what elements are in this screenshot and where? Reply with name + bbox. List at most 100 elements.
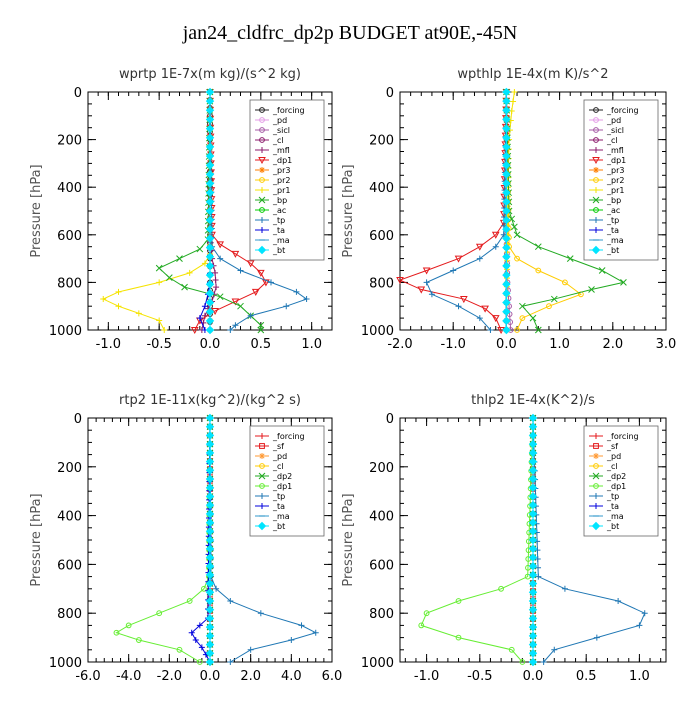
series-marker bbox=[620, 279, 627, 286]
series-marker bbox=[534, 555, 541, 562]
x-tick-label: -0.5 bbox=[146, 337, 171, 352]
data-series bbox=[423, 89, 510, 333]
y-tick-label: 200 bbox=[57, 134, 82, 149]
y-tick-label: 1000 bbox=[49, 656, 82, 671]
series-marker bbox=[100, 296, 107, 303]
data-series bbox=[396, 89, 511, 335]
series-marker bbox=[502, 261, 511, 271]
legend-marker bbox=[593, 483, 599, 489]
series-marker bbox=[502, 206, 511, 216]
legend-marker bbox=[593, 107, 599, 113]
series-marker bbox=[205, 298, 215, 307]
series-marker bbox=[312, 629, 319, 636]
series-marker bbox=[205, 422, 215, 431]
series-marker bbox=[502, 87, 511, 97]
y-tick-label: 0 bbox=[74, 412, 82, 427]
series-marker bbox=[205, 518, 215, 527]
series-marker bbox=[511, 223, 518, 231]
legend-label: _pr2 bbox=[606, 176, 624, 185]
legend-marker bbox=[593, 443, 599, 449]
series-marker bbox=[514, 327, 520, 333]
series-marker bbox=[205, 270, 215, 280]
series-marker bbox=[418, 622, 425, 629]
legend-label: _pd bbox=[606, 452, 621, 461]
y-tick-label: 400 bbox=[57, 510, 82, 525]
series-marker bbox=[257, 326, 265, 334]
series-marker bbox=[455, 634, 462, 641]
series-marker bbox=[115, 303, 122, 310]
series-marker bbox=[217, 255, 224, 262]
series-marker bbox=[205, 188, 215, 197]
series-marker bbox=[454, 255, 463, 263]
series-marker bbox=[231, 250, 240, 258]
series-marker bbox=[528, 553, 538, 562]
legend-marker bbox=[259, 453, 265, 459]
legend-label: _sf bbox=[606, 442, 618, 451]
legend-marker bbox=[593, 187, 599, 193]
legend-marker bbox=[259, 137, 265, 143]
series-marker bbox=[201, 585, 207, 592]
series-marker bbox=[502, 225, 511, 234]
series-marker bbox=[213, 284, 220, 291]
legend-label: _pd bbox=[272, 452, 287, 461]
legend-marker bbox=[259, 493, 265, 499]
legend-marker bbox=[593, 167, 599, 173]
legend-label: _pd bbox=[606, 116, 621, 125]
legend-marker bbox=[593, 207, 599, 213]
series-marker bbox=[502, 188, 511, 197]
legend-label: _mfl bbox=[606, 146, 624, 155]
series-marker bbox=[476, 255, 483, 262]
legend-marker bbox=[591, 245, 601, 255]
series-marker bbox=[510, 98, 517, 105]
y-axis-label: Pressure [hPa] bbox=[341, 164, 356, 257]
series-marker bbox=[232, 322, 239, 329]
series-marker bbox=[212, 269, 219, 276]
chart-panel: wprtp 1E-7x(m kg)/(s^2 kg) Pressure [hPa]… bbox=[29, 67, 333, 352]
series-marker bbox=[237, 302, 244, 310]
series-marker bbox=[216, 293, 224, 301]
series-line bbox=[115, 417, 211, 663]
legend-label: _cl bbox=[606, 462, 618, 471]
series-marker bbox=[476, 315, 483, 322]
series-marker bbox=[502, 243, 511, 252]
series-marker bbox=[205, 307, 215, 316]
series-marker bbox=[598, 267, 606, 274]
legend-marker bbox=[591, 521, 601, 531]
legend-marker bbox=[259, 483, 265, 489]
series-marker bbox=[396, 277, 404, 285]
series-marker bbox=[528, 579, 538, 588]
series-marker bbox=[502, 151, 511, 161]
series-marker bbox=[205, 570, 215, 580]
series-marker bbox=[205, 316, 215, 326]
series-marker bbox=[247, 312, 254, 319]
series-marker bbox=[205, 457, 215, 466]
x-tick-label: 0.0 bbox=[496, 337, 517, 352]
y-tick-label: 800 bbox=[369, 276, 394, 291]
legend-marker bbox=[259, 147, 265, 153]
series-marker bbox=[428, 291, 435, 298]
series-marker bbox=[534, 326, 542, 334]
series-marker bbox=[196, 245, 204, 253]
series-marker bbox=[196, 315, 203, 322]
series-marker bbox=[502, 124, 511, 133]
chart-panel: thlp2 1E-4x(K^2)/s Pressure [hPa] 0 200 400 6… bbox=[341, 393, 667, 684]
y-tick-label: 0 bbox=[74, 86, 82, 101]
series-marker bbox=[156, 610, 163, 617]
series-marker bbox=[636, 622, 643, 629]
y-tick-label: 0 bbox=[386, 412, 394, 427]
legend-marker bbox=[593, 463, 599, 469]
legend-marker bbox=[258, 157, 266, 165]
series-marker bbox=[528, 535, 538, 545]
y-tick-label: 200 bbox=[57, 461, 82, 476]
legend-marker bbox=[592, 157, 600, 165]
x-tick-label: 1.0 bbox=[629, 669, 650, 684]
data-series bbox=[503, 89, 584, 333]
legend-label: _ma bbox=[272, 236, 290, 245]
series-marker bbox=[205, 431, 215, 440]
series-marker bbox=[125, 622, 132, 629]
series-marker bbox=[502, 133, 511, 142]
series-marker bbox=[561, 585, 568, 592]
legend-marker bbox=[257, 521, 267, 531]
y-tick-label: 600 bbox=[57, 229, 82, 244]
legend-marker bbox=[259, 463, 265, 469]
